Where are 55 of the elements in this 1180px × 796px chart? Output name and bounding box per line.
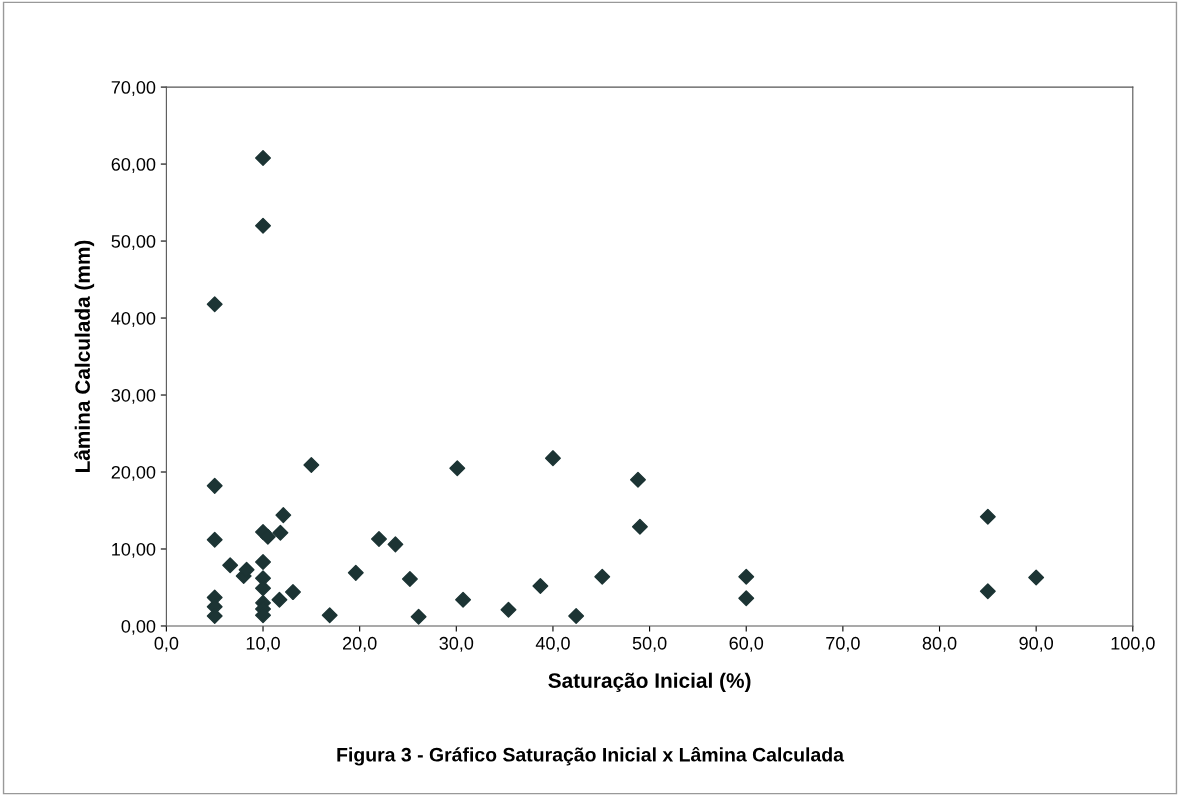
y-tick-label: 0,00 (121, 619, 156, 635)
point (255, 554, 272, 571)
x-tick-label: 80,0 (922, 636, 957, 652)
point (544, 450, 561, 467)
point (206, 477, 223, 494)
point (275, 507, 292, 524)
point (532, 577, 549, 594)
point (371, 531, 387, 547)
point (259, 528, 276, 545)
x-tick-label: 90,0 (1019, 636, 1054, 652)
x-tick-label: 30,0 (439, 636, 474, 652)
x-tick-label: 20,0 (343, 636, 377, 652)
point (979, 583, 996, 600)
y-tick-label: 30,00 (111, 388, 156, 404)
point (347, 564, 364, 581)
point (401, 571, 418, 587)
point (738, 568, 755, 585)
point (979, 508, 996, 525)
y-tick-label: 40,00 (111, 311, 156, 327)
point (738, 590, 755, 607)
point (303, 457, 320, 474)
x-tick-label: 70,0 (826, 636, 860, 652)
y-axis-title: Lâmina Calculada (mm) (74, 240, 95, 473)
point (255, 217, 272, 234)
point (321, 607, 338, 624)
point (455, 591, 472, 608)
y-tick-label: 20,00 (111, 465, 156, 481)
x-tick-label: 40,0 (535, 636, 570, 652)
y-tick-label: 70,00 (111, 81, 156, 96)
x-tick-label: 100,0 (1111, 636, 1155, 652)
text: Figura 3 - Gráfico Saturação Inicial x Lâmina Calculada (337, 746, 845, 766)
x-axis-title: Saturação Inicial (%) (548, 672, 751, 693)
point (568, 607, 585, 624)
point (500, 601, 517, 618)
x-tick-label: 0,0 (154, 636, 179, 652)
point (285, 584, 301, 601)
y-tick-label: 50,00 (111, 234, 156, 250)
point (255, 149, 272, 166)
point (272, 524, 289, 541)
point (1028, 569, 1045, 586)
point (631, 518, 648, 535)
point (410, 608, 427, 625)
x-tick-label: 60,0 (729, 636, 764, 652)
x-tick-label: 50,0 (632, 636, 667, 652)
y-tick-label: 60,00 (111, 158, 156, 173)
point (222, 557, 239, 574)
point (630, 471, 646, 488)
point (449, 460, 466, 477)
x-tick-label: 10,0 (246, 636, 280, 652)
point (271, 591, 288, 608)
point (387, 536, 404, 553)
point (206, 296, 223, 313)
point (594, 568, 611, 585)
point (206, 531, 223, 548)
y-tick-label: 10,00 (112, 542, 156, 558)
